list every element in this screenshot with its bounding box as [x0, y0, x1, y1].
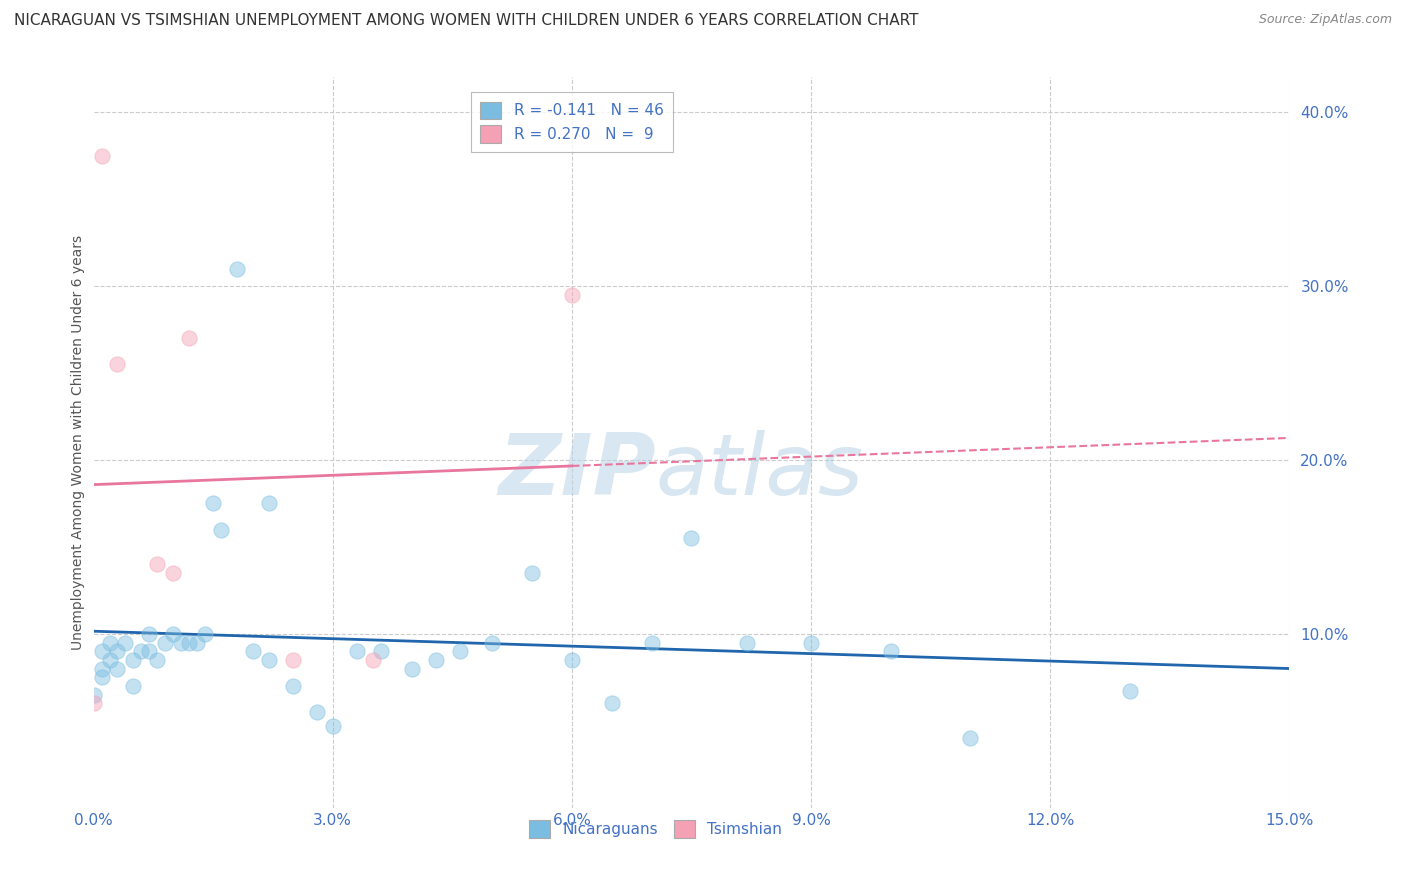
Point — [138, 644, 160, 658]
Point — [90, 644, 112, 658]
Point — [179, 331, 201, 345]
Point — [281, 653, 304, 667]
Point — [83, 688, 105, 702]
Point — [90, 662, 112, 676]
Point — [257, 496, 280, 510]
Point — [162, 566, 184, 580]
Point — [561, 287, 583, 301]
Point — [449, 644, 471, 658]
Point — [90, 149, 112, 163]
Point — [1119, 684, 1142, 698]
Point — [83, 697, 105, 711]
Text: atlas: atlas — [655, 430, 863, 513]
Point — [281, 679, 304, 693]
Point — [681, 531, 703, 545]
Point — [322, 719, 344, 733]
Point — [800, 635, 823, 649]
Point — [879, 644, 901, 658]
Point — [98, 653, 121, 667]
Point — [640, 635, 662, 649]
Point — [107, 644, 129, 658]
Point — [361, 653, 384, 667]
Point — [370, 644, 392, 658]
Point — [209, 523, 232, 537]
Point — [122, 679, 145, 693]
Point — [520, 566, 543, 580]
Point — [600, 697, 623, 711]
Point — [114, 635, 136, 649]
Point — [194, 627, 217, 641]
Point — [146, 558, 169, 572]
Point — [226, 261, 249, 276]
Point — [98, 635, 121, 649]
Text: NICARAGUAN VS TSIMSHIAN UNEMPLOYMENT AMONG WOMEN WITH CHILDREN UNDER 6 YEARS COR: NICARAGUAN VS TSIMSHIAN UNEMPLOYMENT AMO… — [14, 13, 918, 29]
Point — [162, 627, 184, 641]
Point — [305, 705, 328, 719]
Point — [122, 653, 145, 667]
Point — [425, 653, 447, 667]
Point — [170, 635, 193, 649]
Point — [346, 644, 368, 658]
Point — [735, 635, 758, 649]
Point — [131, 644, 153, 658]
Point — [179, 635, 201, 649]
Text: ZIP: ZIP — [498, 430, 655, 513]
Point — [155, 635, 177, 649]
Y-axis label: Unemployment Among Women with Children Under 6 years: Unemployment Among Women with Children U… — [72, 235, 86, 650]
Point — [257, 653, 280, 667]
Point — [561, 653, 583, 667]
Point — [959, 731, 981, 746]
Point — [146, 653, 169, 667]
Point — [186, 635, 208, 649]
Point — [481, 635, 503, 649]
Point — [107, 357, 129, 371]
Legend: Nicaraguans, Tsimshian: Nicaraguans, Tsimshian — [523, 814, 789, 844]
Point — [90, 670, 112, 684]
Point — [107, 662, 129, 676]
Point — [401, 662, 423, 676]
Point — [138, 627, 160, 641]
Text: Source: ZipAtlas.com: Source: ZipAtlas.com — [1258, 13, 1392, 27]
Point — [202, 496, 225, 510]
Point — [242, 644, 264, 658]
